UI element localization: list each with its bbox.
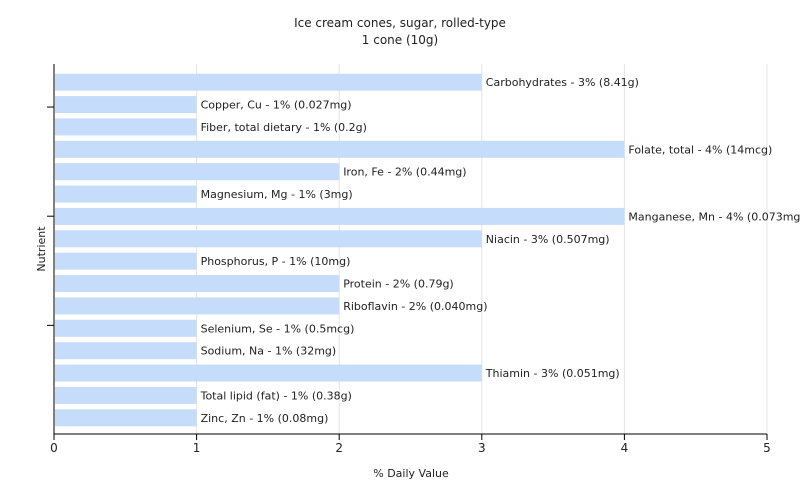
chart-title: Ice cream cones, sugar, rolled-type <box>294 16 506 30</box>
x-tick-label: 1 <box>193 441 201 455</box>
bar-data-label: Folate, total - 4% (14mcg) <box>628 143 772 156</box>
bar-data-label: Manganese, Mn - 4% (0.073mg) <box>628 210 800 223</box>
data-labels: Carbohydrates - 3% (8.41g) Copper, Cu - 1… <box>200 76 800 425</box>
bar <box>55 207 625 225</box>
bar <box>55 275 340 293</box>
bar-data-label: Phosphorus, P - 1% (10mg) <box>201 255 351 268</box>
bar <box>55 163 340 181</box>
bar <box>55 230 482 248</box>
bar-data-label: Fiber, total dietary - 1% (0.2g) <box>201 121 367 134</box>
bar <box>55 185 197 203</box>
bar <box>55 386 197 404</box>
bar-data-label: Carbohydrates - 3% (8.41g) <box>486 76 639 89</box>
x-tick-label: 0 <box>50 441 58 455</box>
bar <box>55 297 340 315</box>
x-tick-label: 3 <box>478 441 486 455</box>
x-tick-label: 4 <box>621 441 629 455</box>
axes: 0 1 2 3 4 5 <box>47 64 771 455</box>
bar <box>55 409 197 427</box>
x-axis-title: % Daily Value <box>373 467 449 480</box>
y-axis-title: Nutrient <box>35 226 48 272</box>
bar <box>55 252 197 270</box>
bar <box>55 73 482 91</box>
bar-data-label: Magnesium, Mg - 1% (3mg) <box>201 188 353 201</box>
x-tick-label: 2 <box>335 441 343 455</box>
bar-data-label: Sodium, Na - 1% (32mg) <box>201 345 337 358</box>
bar-data-label: Selenium, Se - 1% (0.5mcg) <box>201 322 355 335</box>
bar-data-label: Zinc, Zn - 1% (0.08mg) <box>201 412 329 425</box>
bar-data-label: Iron, Fe - 2% (0.44mg) <box>343 166 466 179</box>
bar <box>55 118 197 136</box>
bar-data-label: Niacin - 3% (0.507mg) <box>486 233 610 246</box>
bar-data-label: Riboflavin - 2% (0.040mg) <box>343 300 487 313</box>
bar-data-label: Protein - 2% (0.79g) <box>343 278 454 291</box>
bar-data-label: Thiamin - 3% (0.051mg) <box>485 367 620 380</box>
bar <box>55 96 197 114</box>
bar-data-label: Total lipid (fat) - 1% (0.38g) <box>200 389 352 402</box>
bar <box>55 342 197 360</box>
bar <box>55 140 625 158</box>
bars <box>55 73 625 427</box>
bar <box>55 364 482 382</box>
bar <box>55 319 197 337</box>
x-tick-label: 5 <box>763 441 771 455</box>
chart-subtitle: 1 cone (10g) <box>362 33 438 47</box>
bar-data-label: Copper, Cu - 1% (0.027mg) <box>201 99 352 112</box>
